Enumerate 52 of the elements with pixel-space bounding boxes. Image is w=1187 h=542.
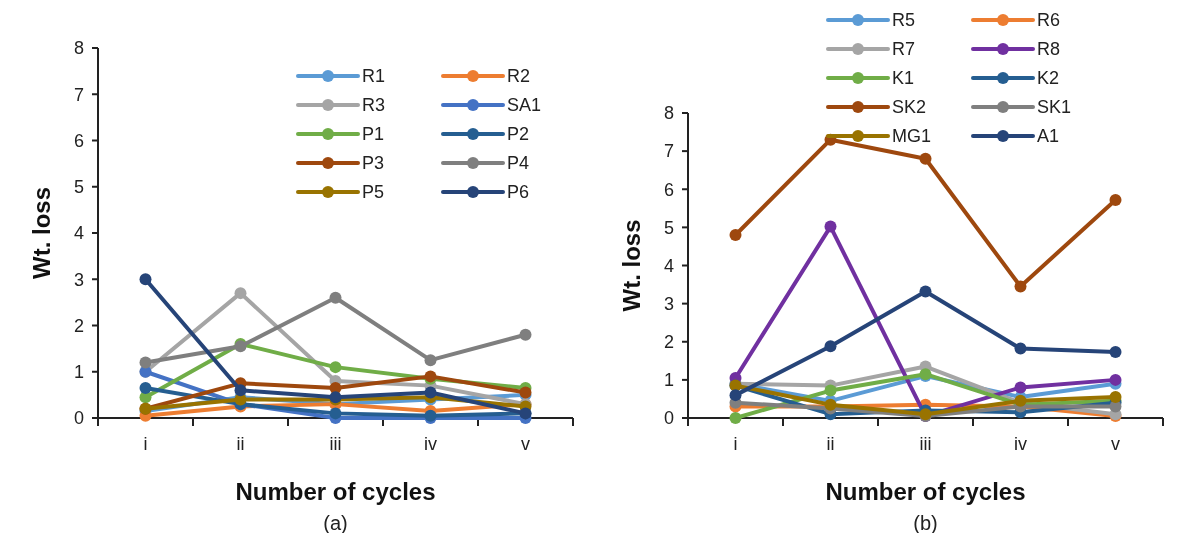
y-tick-label: 5 [73, 177, 84, 198]
y-tick-label: 6 [663, 179, 674, 200]
y-tick-label: 2 [73, 315, 84, 336]
y-tick-label: 7 [663, 141, 674, 162]
x-tick-label: v [1111, 434, 1120, 454]
legend-label: R1 [362, 66, 386, 87]
x-axis-title: Number of cycles [825, 478, 1026, 505]
y-tick-label: 8 [663, 103, 674, 124]
y-tick-label: 1 [663, 370, 674, 391]
y-tick-label: 0 [663, 408, 674, 429]
legend-label: P3 [362, 153, 385, 174]
y-tick-label: 7 [73, 84, 84, 105]
x-tick-label: iii [329, 434, 342, 454]
y-tick-label: 0 [73, 408, 84, 429]
x-tick-label: ii [826, 434, 835, 454]
y-tick-label: 5 [663, 217, 674, 238]
legend-label: A1 [1037, 126, 1060, 147]
legend-label: P1 [362, 124, 385, 145]
x-tick-label: i [733, 434, 738, 454]
legend-label: R8 [1037, 39, 1061, 60]
y-axis-title: Wt. loss [618, 219, 645, 312]
x-tick-label: iv [424, 434, 437, 454]
y-tick-label: 3 [73, 269, 84, 290]
legend-label: R6 [1037, 10, 1061, 31]
legend-label: SK2 [892, 97, 927, 118]
x-tick-label: iv [1014, 434, 1027, 454]
legend-label: MG1 [892, 126, 932, 147]
y-tick-label: 4 [663, 255, 674, 276]
y-tick-label: 2 [663, 332, 674, 353]
legend-label: P6 [507, 182, 530, 203]
legend-label: R3 [362, 95, 386, 116]
legend-label: K1 [892, 68, 915, 89]
legend-label: SA1 [507, 95, 542, 116]
legend-label: P2 [507, 124, 530, 145]
legend-label: SK1 [1037, 97, 1072, 118]
legend-label: P5 [362, 182, 385, 203]
x-tick-label: i [143, 434, 148, 454]
x-tick-label: v [521, 434, 530, 454]
y-axis-title: Wt. loss [28, 186, 55, 280]
legend-label: K2 [1037, 68, 1060, 89]
x-tick-label: ii [236, 434, 245, 454]
legend-label: R2 [507, 66, 531, 87]
x-tick-label: iii [919, 434, 932, 454]
legend-label: R5 [892, 10, 916, 31]
x-axis-title: Number of cycles [235, 478, 436, 505]
y-tick-label: 3 [663, 293, 674, 314]
y-tick-label: 8 [73, 38, 84, 59]
y-tick-label: 4 [73, 223, 84, 244]
y-tick-label: 6 [73, 130, 84, 151]
legend-label: R7 [892, 39, 916, 60]
legend-label: P4 [507, 153, 530, 174]
y-tick-label: 1 [73, 362, 84, 383]
